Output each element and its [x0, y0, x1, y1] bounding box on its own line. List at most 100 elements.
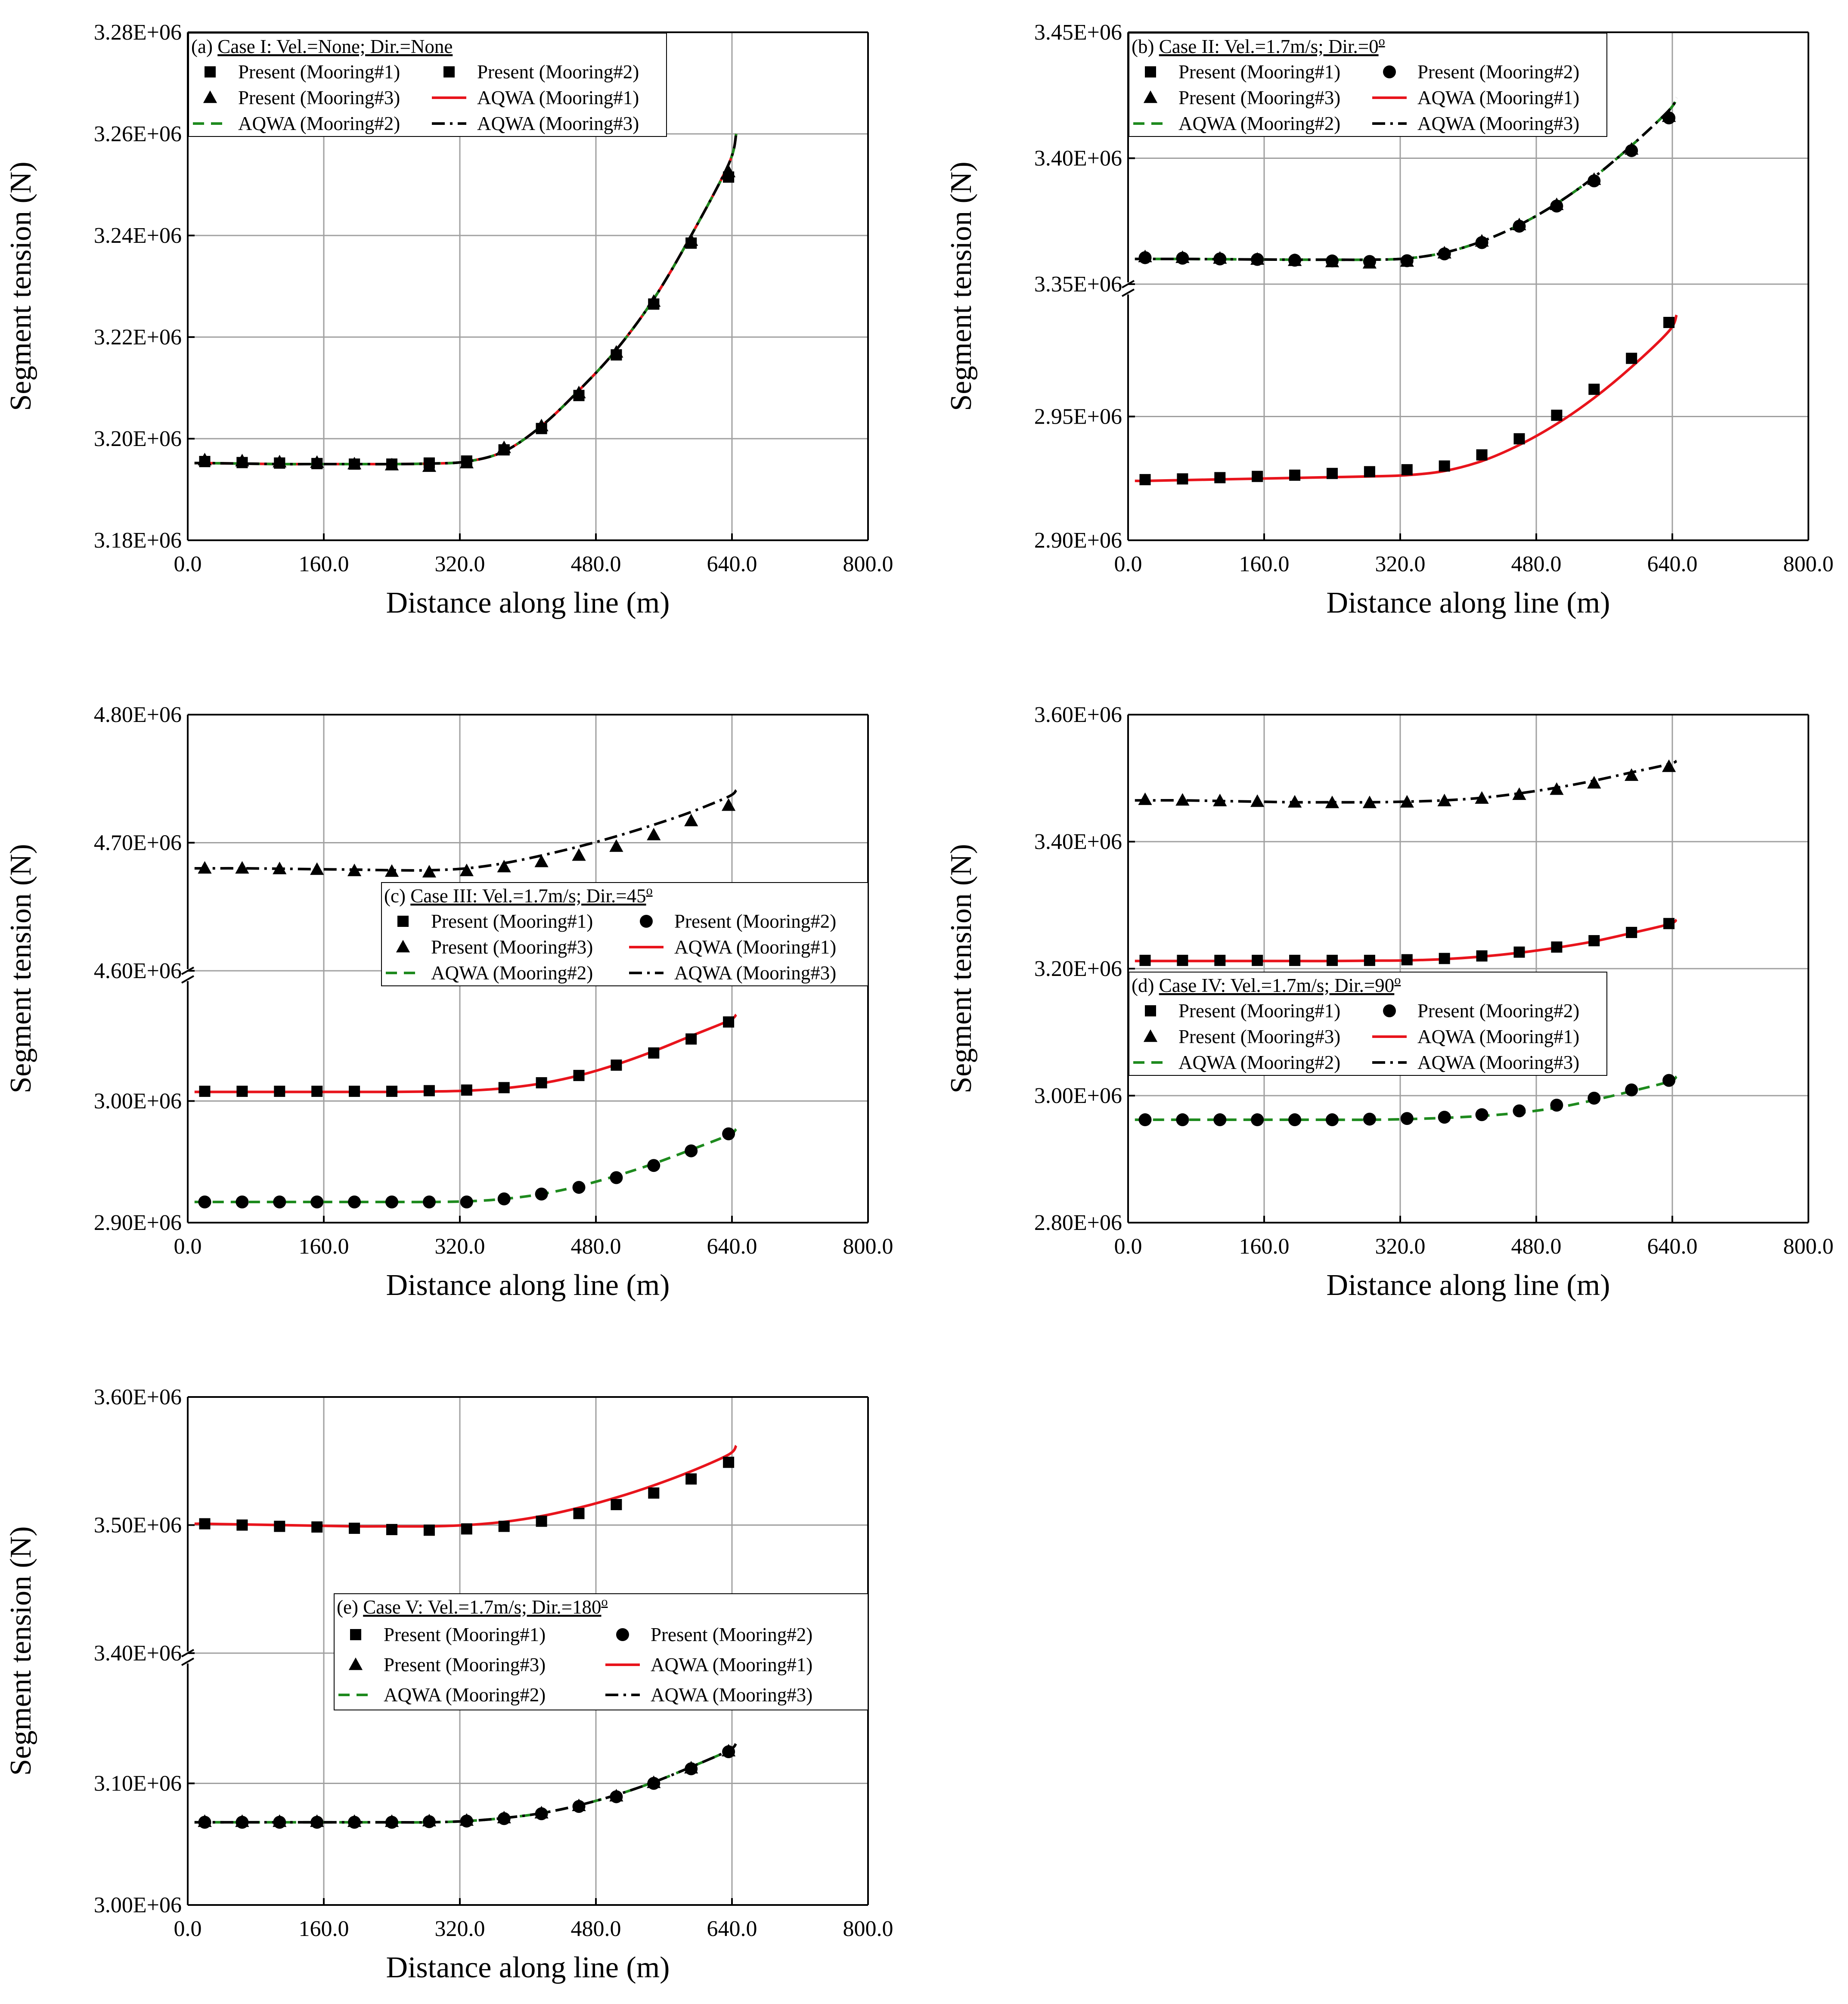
data-point	[349, 1085, 360, 1097]
y-tick-label: 3.00E+06	[94, 1089, 182, 1114]
x-axis-title: Distance along line (m)	[1327, 586, 1610, 619]
y-axis-title: Segment tension (N)	[945, 844, 978, 1093]
legend-marker	[348, 1657, 363, 1670]
legend-entry-label: AQWA (Mooring#1)	[674, 936, 836, 958]
data-point	[1400, 254, 1414, 267]
data-point	[199, 1518, 211, 1530]
data-point	[647, 1159, 660, 1172]
data-point	[461, 1084, 472, 1096]
legend-entry-label: Present (Mooring#1)	[238, 61, 400, 83]
x-tick-label: 0.0	[174, 1917, 202, 1941]
legend-entry-label: AQWA (Mooring#2)	[1178, 1052, 1340, 1073]
data-point	[1213, 251, 1227, 264]
y-tick-label: 3.22E+06	[94, 325, 182, 350]
y-tick-label: 3.18E+06	[94, 528, 182, 553]
y-tick-label: 3.50E+06	[94, 1513, 182, 1538]
legend-box	[381, 882, 868, 986]
data-point	[1625, 768, 1639, 781]
data-point	[1364, 466, 1375, 477]
data-point	[497, 440, 511, 453]
legend-entry-label: Present (Mooring#2)	[1417, 1000, 1579, 1022]
y-tick-label: 3.24E+06	[94, 223, 182, 248]
data-point	[1550, 197, 1564, 211]
data-point	[1362, 796, 1377, 808]
data-point	[1401, 954, 1413, 966]
legend-marker	[1143, 1029, 1158, 1042]
y-tick-label: 3.60E+06	[94, 1385, 182, 1409]
data-point	[572, 1798, 586, 1812]
legend-marker	[1143, 90, 1158, 103]
data-point	[572, 385, 586, 399]
x-tick-label: 0.0	[174, 1234, 202, 1259]
data-point	[198, 861, 212, 874]
legend-entry-label: AQWA (Mooring#3)	[477, 113, 639, 134]
data-point	[347, 457, 362, 470]
legend-entry-label: Present (Mooring#2)	[674, 911, 836, 932]
data-point	[1550, 782, 1564, 795]
data-point	[1289, 954, 1301, 966]
data-point	[460, 1195, 473, 1208]
data-point	[1175, 250, 1190, 263]
legend: (d) Case IV: Vel.=1.7m/s; Dir.=90o Presen…	[1129, 972, 1607, 1076]
x-tick-label: 640.0	[707, 1917, 757, 1941]
data-point	[534, 1806, 549, 1818]
data-point	[1250, 252, 1265, 265]
legend-box	[334, 1593, 868, 1710]
y-tick-label: 2.90E+06	[1034, 528, 1122, 553]
data-point	[1325, 254, 1339, 267]
plot-area	[194, 133, 738, 472]
data-point	[685, 1144, 698, 1158]
y-tick-label: 2.90E+06	[94, 1211, 182, 1235]
legend-entry-label: AQWA (Mooring#3)	[1417, 1052, 1579, 1073]
data-point	[1400, 795, 1414, 808]
data-point	[611, 1499, 622, 1510]
y-tick-label: 4.80E+06	[94, 703, 182, 727]
data-point	[721, 164, 736, 177]
data-point	[1175, 793, 1190, 806]
legend-entry-label: Present (Mooring#2)	[477, 61, 639, 83]
data-point	[386, 1524, 397, 1535]
data-point	[384, 1814, 399, 1827]
data-point	[647, 827, 661, 840]
data-point	[1139, 474, 1151, 486]
legend-box	[1129, 33, 1607, 137]
axis-break-mark	[181, 975, 194, 984]
legend-entry-label: AQWA (Mooring#3)	[1417, 113, 1579, 134]
y-axis-title: Segment tension (N)	[4, 1526, 37, 1775]
legend-entry-label: Present (Mooring#1)	[384, 1624, 546, 1645]
data-point	[1252, 471, 1263, 482]
legend-title: (e) Case V: Vel.=1.7m/s; Dir.=180o	[337, 1595, 608, 1618]
y-tick-label: 3.45E+06	[1034, 20, 1122, 45]
y-tick-label: 4.60E+06	[94, 959, 182, 983]
data-point	[1401, 464, 1413, 476]
data-point	[459, 455, 474, 468]
data-point	[1250, 794, 1265, 807]
data-point	[1251, 1113, 1264, 1127]
plot-area	[1135, 759, 1677, 1127]
legend-marker	[350, 1629, 361, 1640]
legend-title-superscript: o	[646, 883, 653, 898]
data-point	[1438, 1111, 1451, 1124]
data-point	[1400, 1112, 1414, 1125]
x-tick-label: 320.0	[1375, 1234, 1426, 1259]
x-axis-title: Distance along line (m)	[386, 1951, 670, 1984]
data-point	[273, 455, 287, 468]
legend-entry-label: Present (Mooring#1)	[1178, 61, 1340, 83]
data-point	[273, 1814, 287, 1827]
data-point	[422, 864, 437, 878]
legend: (b) Case II: Vel.=1.7m/s; Dir.=0o Present…	[1129, 33, 1607, 137]
data-point	[349, 1522, 360, 1534]
legend-title-prefix: (d)	[1132, 975, 1159, 996]
chart-panel-a: 0.0 160.0 320.0 480.0 640.0 800.0 3.18E+06 3.20…	[4, 20, 893, 619]
legend-marker	[1145, 66, 1156, 77]
x-tick-label: 0.0	[174, 552, 202, 576]
data-point	[723, 1016, 735, 1028]
x-tick-label: 480.0	[1511, 552, 1562, 576]
data-point	[274, 1085, 285, 1097]
y-tick-label: 3.40E+06	[1034, 830, 1122, 854]
x-tick-label: 160.0	[1239, 552, 1290, 576]
x-axis-title: Distance along line (m)	[386, 1269, 670, 1302]
data-point	[1588, 384, 1600, 395]
data-point	[236, 1519, 248, 1531]
data-point	[1177, 473, 1188, 485]
